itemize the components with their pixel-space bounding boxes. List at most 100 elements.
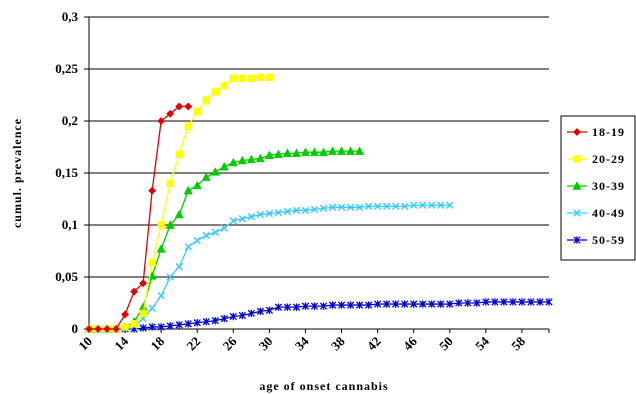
data-point — [264, 150, 274, 160]
data-point — [283, 207, 292, 216]
data-point — [437, 201, 445, 209]
data-point — [291, 148, 301, 157]
y-axis-title: cumul. prevalence — [10, 118, 24, 228]
data-point — [229, 217, 238, 225]
data-point — [318, 147, 329, 156]
data-point — [130, 320, 138, 328]
data-point — [202, 231, 210, 240]
legend-box — [560, 115, 636, 261]
legend-label: 30-39 — [592, 179, 625, 193]
data-point — [509, 298, 517, 306]
legend-item: 30-39 — [567, 179, 625, 193]
data-point — [437, 300, 445, 308]
data-point — [165, 220, 175, 229]
data-point — [300, 147, 311, 156]
data-point — [157, 117, 166, 125]
data-point — [148, 258, 156, 267]
data-point — [382, 202, 391, 210]
data-point — [229, 312, 237, 321]
data-point — [103, 325, 111, 333]
legend-item: 50-59 — [567, 233, 625, 247]
data-point — [527, 298, 535, 306]
y-tick-label: 0,2 — [62, 113, 78, 128]
data-point — [85, 325, 93, 333]
data-point — [219, 162, 229, 171]
data-point — [491, 298, 499, 306]
data-point — [419, 201, 427, 209]
data-point — [410, 300, 418, 308]
data-point — [157, 292, 165, 300]
legend-item: 20-29 — [567, 152, 625, 166]
data-point — [419, 300, 427, 308]
data-point — [518, 298, 526, 306]
legend-item: 40-49 — [567, 206, 624, 220]
data-point — [139, 309, 147, 318]
data-point — [139, 279, 148, 288]
data-point — [220, 81, 228, 90]
data-point — [464, 299, 472, 307]
data-point — [130, 287, 139, 296]
data-point — [184, 122, 192, 130]
data-point — [301, 206, 310, 215]
series-50-59 — [85, 298, 553, 333]
data-point — [94, 325, 102, 333]
data-point — [274, 303, 283, 311]
legend-marker — [573, 155, 581, 163]
data-point — [256, 73, 265, 82]
data-point — [319, 204, 328, 213]
y-tick-labels: 0 0,05 0,1 0,15 0,2 0,25 0,3 — [55, 9, 78, 336]
data-point — [220, 224, 228, 232]
data-point — [184, 320, 192, 328]
legend-marker — [573, 128, 581, 136]
data-point — [157, 323, 165, 331]
data-point — [292, 206, 301, 215]
y-tick-label: 0 — [72, 321, 79, 336]
data-point — [201, 172, 211, 181]
data-point — [337, 203, 346, 212]
data-point — [265, 306, 274, 314]
legend-marker — [572, 181, 582, 190]
data-point — [282, 148, 292, 157]
data-point — [255, 153, 265, 163]
data-point — [545, 298, 553, 306]
data-point — [184, 243, 192, 251]
data-point — [373, 202, 382, 210]
data-point — [156, 244, 166, 253]
y-tick-label: 0,3 — [62, 9, 79, 24]
legend-label: 20-29 — [592, 152, 625, 166]
data-point — [192, 180, 202, 190]
data-point — [193, 107, 201, 116]
data-point — [193, 319, 201, 327]
data-point — [446, 201, 454, 209]
data-point — [166, 179, 174, 188]
data-point — [211, 88, 219, 96]
data-point — [166, 109, 175, 118]
legend-marker — [573, 236, 581, 244]
data-point — [292, 303, 301, 311]
data-point — [174, 209, 184, 219]
series-line — [89, 301, 549, 330]
data-point — [166, 322, 174, 330]
data-point — [183, 185, 193, 195]
data-point — [246, 154, 256, 164]
legend-label: 50-59 — [592, 233, 625, 247]
data-point — [175, 262, 183, 271]
data-point — [346, 146, 356, 155]
data-point — [238, 74, 247, 83]
data-point — [256, 307, 265, 316]
data-point — [237, 155, 247, 165]
data-point — [455, 299, 463, 307]
data-point — [410, 201, 418, 209]
data-point — [355, 146, 365, 155]
data-point — [273, 149, 283, 158]
data-point — [238, 215, 247, 223]
legend-item: 18-19 — [567, 125, 624, 139]
data-point — [228, 157, 238, 167]
data-point — [202, 96, 210, 104]
data-point — [148, 186, 157, 195]
data-point — [202, 318, 210, 326]
data-point — [121, 323, 129, 331]
data-point — [220, 314, 228, 323]
